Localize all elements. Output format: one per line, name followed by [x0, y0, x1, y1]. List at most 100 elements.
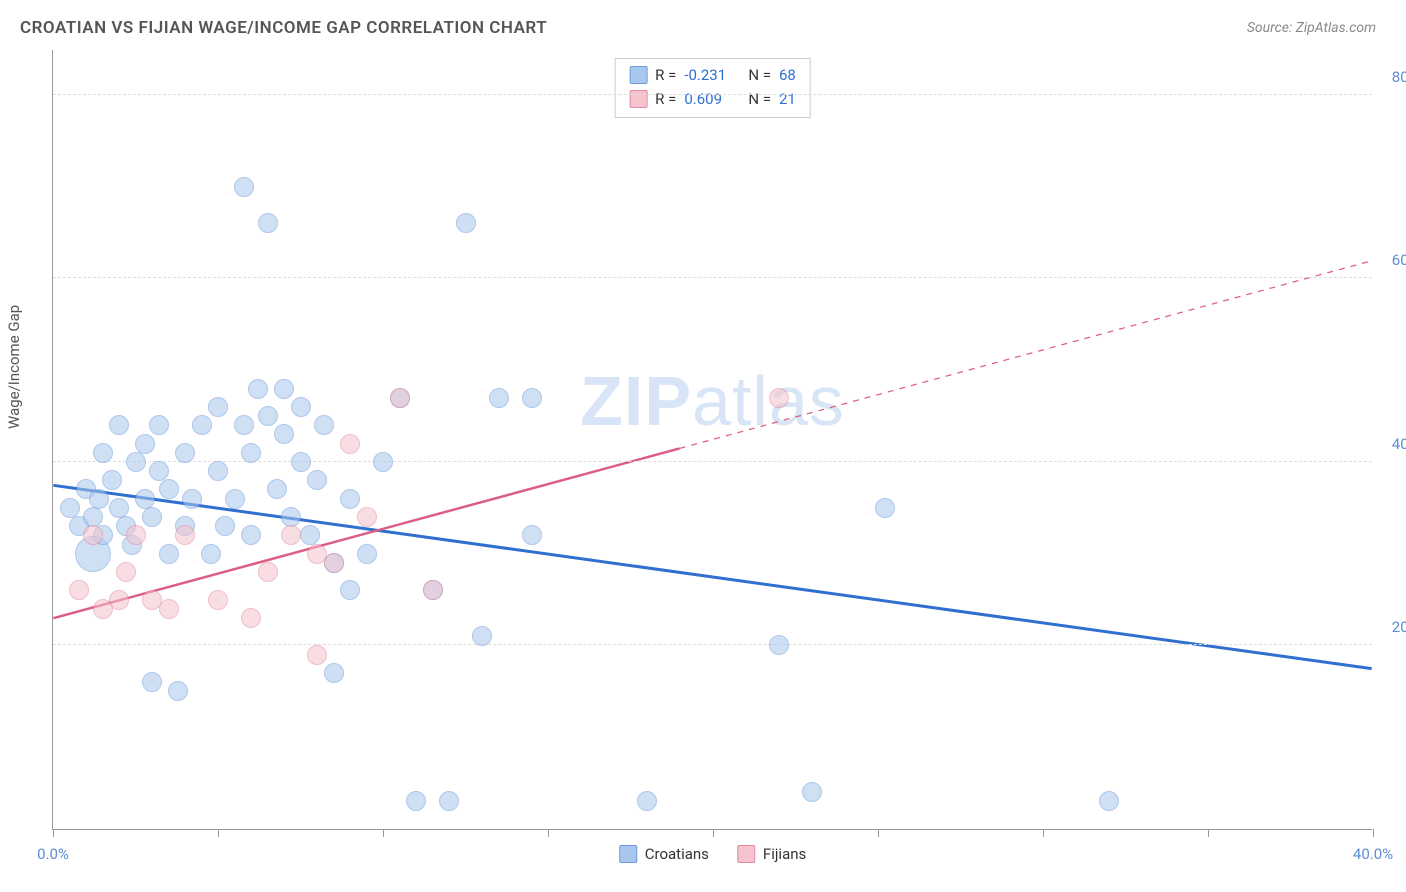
scatter-point: [159, 599, 179, 619]
scatter-point: [637, 791, 657, 811]
y-tick-label: 80.0%: [1392, 68, 1406, 86]
scatter-point: [300, 525, 320, 545]
scatter-point: [340, 489, 360, 509]
scatter-point: [390, 388, 410, 408]
x-tick: [1373, 829, 1374, 837]
scatter-point: [182, 489, 202, 509]
x-tick: [218, 829, 219, 837]
x-tick-label: 40.0%: [1353, 845, 1393, 863]
x-tick: [53, 829, 54, 837]
scatter-point: [83, 525, 103, 545]
legend-swatch-icon: [629, 90, 647, 108]
y-tick-label: 20.0%: [1392, 618, 1406, 636]
scatter-point: [215, 516, 235, 536]
scatter-point: [126, 452, 146, 472]
scatter-point: [142, 507, 162, 527]
scatter-point: [208, 397, 228, 417]
correlation-legend: R =-0.231N =68R =0.609N =21: [614, 58, 811, 118]
scatter-point: [208, 590, 228, 610]
scatter-point: [241, 525, 261, 545]
x-tick: [1043, 829, 1044, 837]
scatter-point: [126, 525, 146, 545]
scatter-point: [83, 507, 103, 527]
scatter-point: [201, 544, 221, 564]
scatter-point: [175, 443, 195, 463]
gridline-horizontal: [53, 94, 1372, 95]
scatter-point: [258, 562, 278, 582]
y-tick-label: 40.0%: [1392, 435, 1406, 453]
scatter-point: [109, 498, 129, 518]
legend-swatch-icon: [619, 845, 637, 863]
legend-n-value: 68: [779, 63, 796, 87]
series-legend: Croatians Fijians: [619, 845, 807, 863]
legend-n-value: 21: [779, 87, 796, 111]
scatter-point: [234, 415, 254, 435]
scatter-point: [291, 397, 311, 417]
scatter-point: [307, 645, 327, 665]
scatter-point: [258, 406, 278, 426]
legend-r-label: R =: [655, 87, 676, 111]
scatter-point: [109, 590, 129, 610]
x-tick: [713, 829, 714, 837]
scatter-point: [875, 498, 895, 518]
scatter-point: [102, 470, 122, 490]
scatter-point: [274, 379, 294, 399]
scatter-point: [324, 553, 344, 573]
scatter-point: [175, 525, 195, 545]
gridline-horizontal: [53, 644, 1372, 645]
scatter-point: [291, 452, 311, 472]
x-tick: [878, 829, 879, 837]
scatter-point: [357, 507, 377, 527]
scatter-point: [769, 635, 789, 655]
scatter-point: [489, 388, 509, 408]
scatter-point: [274, 424, 294, 444]
scatter-point: [258, 213, 278, 233]
scatter-plot-area: ZIPatlas R =-0.231N =68R =0.609N =21 Cro…: [52, 50, 1372, 830]
x-tick: [1208, 829, 1209, 837]
legend-n-label: N =: [748, 87, 771, 111]
scatter-point: [159, 544, 179, 564]
scatter-point: [314, 415, 334, 435]
scatter-point: [89, 489, 109, 509]
scatter-point: [802, 782, 822, 802]
x-tick: [548, 829, 549, 837]
x-tick-label: 0.0%: [37, 845, 69, 863]
y-tick-label: 60.0%: [1392, 251, 1406, 269]
legend-swatch-icon: [629, 66, 647, 84]
scatter-point: [149, 415, 169, 435]
legend-series-label: Croatians: [645, 845, 709, 863]
scatter-point: [241, 608, 261, 628]
legend-series-label: Fijians: [763, 845, 806, 863]
chart-container: CROATIAN VS FIJIAN WAGE/INCOME GAP CORRE…: [0, 0, 1406, 892]
scatter-point: [149, 461, 169, 481]
scatter-point: [472, 626, 492, 646]
scatter-point: [267, 479, 287, 499]
watermark-prefix: ZIP: [580, 362, 692, 440]
scatter-point: [281, 525, 301, 545]
scatter-point: [109, 415, 129, 435]
scatter-point: [357, 544, 377, 564]
y-axis-label: Wage/Income Gap: [5, 305, 23, 429]
scatter-point: [225, 489, 245, 509]
legend-series-item: Croatians: [619, 845, 709, 863]
watermark-text: ZIPatlas: [580, 361, 845, 441]
scatter-point: [60, 498, 80, 518]
scatter-point: [423, 580, 443, 600]
scatter-point: [69, 580, 89, 600]
scatter-point: [522, 525, 542, 545]
source-attribution: Source: ZipAtlas.com: [1247, 20, 1376, 36]
scatter-point: [208, 461, 228, 481]
scatter-point: [93, 443, 113, 463]
legend-correlation-row: R =0.609N =21: [629, 87, 796, 111]
scatter-point: [307, 470, 327, 490]
x-tick: [383, 829, 384, 837]
trend-line: [53, 485, 1371, 668]
legend-r-label: R =: [655, 63, 676, 87]
scatter-point: [406, 791, 426, 811]
gridline-horizontal: [53, 277, 1372, 278]
scatter-point: [769, 388, 789, 408]
scatter-point: [192, 415, 212, 435]
scatter-point: [116, 562, 136, 582]
chart-title: CROATIAN VS FIJIAN WAGE/INCOME GAP CORRE…: [20, 18, 547, 38]
scatter-point: [1099, 791, 1119, 811]
